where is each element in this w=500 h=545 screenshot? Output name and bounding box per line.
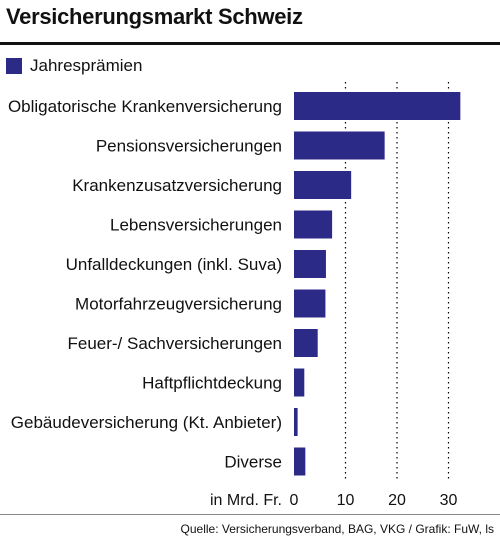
- bar: [294, 131, 385, 160]
- category-label: Haftpflichtdeckung: [142, 374, 282, 393]
- category-label: Pensionsversicherungen: [96, 137, 282, 156]
- legend-label: Jahresprämien: [30, 56, 143, 75]
- category-label: Lebensversicherungen: [110, 216, 282, 235]
- legend: Jahresprämien: [6, 56, 142, 76]
- category-label-layer: Obligatorische Krankenversicherung Pensio…: [8, 97, 282, 472]
- bar: [294, 171, 352, 199]
- bar: [294, 447, 306, 476]
- x-axis: 0 10 20 30 in Mrd. Fr.: [210, 492, 458, 509]
- footer-rule: [0, 514, 500, 515]
- bar: [294, 329, 318, 357]
- bar-layer: [294, 92, 461, 476]
- bar: [294, 92, 461, 120]
- legend-swatch: [6, 58, 22, 74]
- category-label: Krankenzusatzversicherung: [72, 176, 282, 195]
- source-note: Quelle: Versicherungsverband, BAG, VKG /…: [180, 522, 494, 536]
- category-label: Diverse: [224, 453, 282, 472]
- x-tick-label: 30: [440, 492, 458, 509]
- category-label: Motorfahrzeugversicherung: [75, 295, 282, 314]
- grid-layer: [344, 82, 450, 482]
- title-rule: [0, 42, 500, 45]
- x-tick-label: 0: [290, 492, 299, 509]
- chart-title: Versicherungsmarkt Schweiz: [6, 4, 303, 29]
- bar: [294, 250, 326, 278]
- bar: [294, 289, 326, 318]
- x-tick-label: 10: [337, 492, 355, 509]
- bar: [294, 368, 305, 397]
- x-axis-label: in Mrd. Fr.: [210, 492, 282, 509]
- category-label: Feuer-/ Sachversicherungen: [67, 334, 282, 353]
- category-label: Obligatorische Krankenversicherung: [8, 97, 282, 116]
- category-label: Unfalldeckungen (inkl. Suva): [66, 255, 282, 274]
- category-label: Gebäudeversicherung (Kt. Anbieter): [11, 413, 282, 432]
- bar: [294, 210, 333, 239]
- x-tick-label: 20: [388, 492, 406, 509]
- bar: [294, 408, 298, 436]
